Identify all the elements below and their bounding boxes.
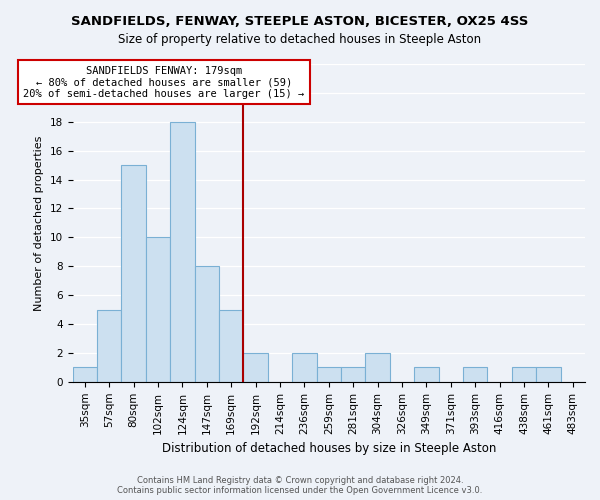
Bar bbox=[97, 310, 121, 382]
Text: SANDFIELDS FENWAY: 179sqm
← 80% of detached houses are smaller (59)
20% of semi-: SANDFIELDS FENWAY: 179sqm ← 80% of detac… bbox=[23, 66, 305, 99]
Bar bbox=[194, 266, 219, 382]
Bar bbox=[219, 310, 244, 382]
Bar bbox=[365, 353, 390, 382]
Bar bbox=[244, 353, 268, 382]
Y-axis label: Number of detached properties: Number of detached properties bbox=[34, 135, 44, 310]
Bar bbox=[317, 368, 341, 382]
Bar bbox=[463, 368, 487, 382]
Bar bbox=[121, 165, 146, 382]
Bar bbox=[512, 368, 536, 382]
Bar bbox=[73, 368, 97, 382]
X-axis label: Distribution of detached houses by size in Steeple Aston: Distribution of detached houses by size … bbox=[161, 442, 496, 455]
Bar bbox=[414, 368, 439, 382]
Bar bbox=[536, 368, 560, 382]
Text: Contains HM Land Registry data © Crown copyright and database right 2024.
Contai: Contains HM Land Registry data © Crown c… bbox=[118, 476, 482, 495]
Text: Size of property relative to detached houses in Steeple Aston: Size of property relative to detached ho… bbox=[118, 32, 482, 46]
Bar bbox=[292, 353, 317, 382]
Text: SANDFIELDS, FENWAY, STEEPLE ASTON, BICESTER, OX25 4SS: SANDFIELDS, FENWAY, STEEPLE ASTON, BICES… bbox=[71, 15, 529, 28]
Bar bbox=[341, 368, 365, 382]
Bar bbox=[170, 122, 194, 382]
Bar bbox=[146, 238, 170, 382]
